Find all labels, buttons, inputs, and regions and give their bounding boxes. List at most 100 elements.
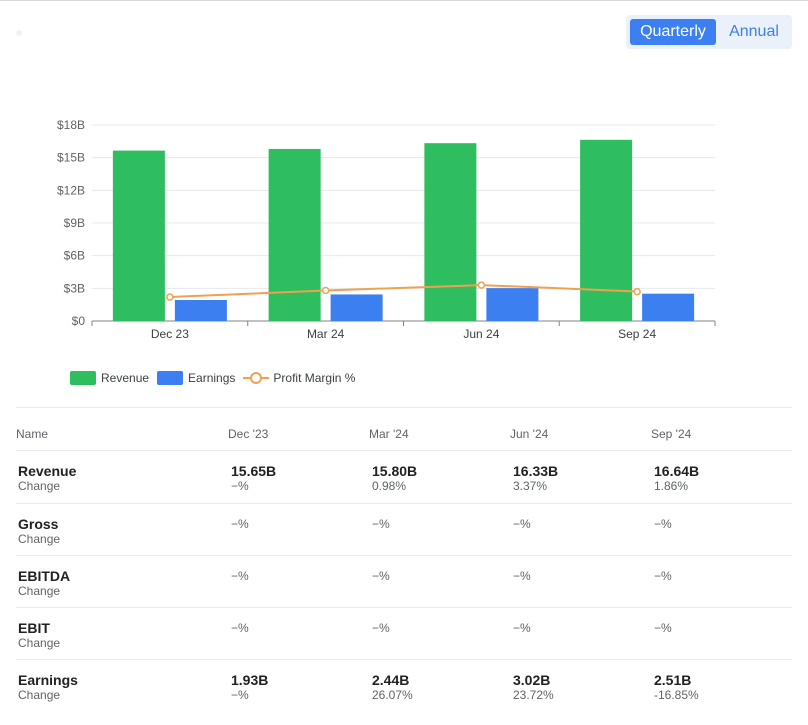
row-change-label: Change xyxy=(18,636,61,650)
row-change-label: Change xyxy=(18,688,61,702)
cell-change: 23.72% xyxy=(513,688,554,702)
table-cell: 16.33B 3.37% xyxy=(513,463,558,493)
table-cell: −% xyxy=(372,568,390,583)
cell-change: −% xyxy=(231,621,249,635)
bar-revenue xyxy=(424,143,477,321)
table-cell: −% xyxy=(231,516,249,531)
legend-earnings[interactable]: Earnings xyxy=(157,371,235,385)
table-cell: −% xyxy=(513,516,531,531)
profit-margin-line xyxy=(169,284,638,299)
x-tick-label: Sep 24 xyxy=(618,327,656,341)
cell-change: −% xyxy=(654,569,672,583)
row-label: EBIT xyxy=(18,620,50,636)
cell-change: −% xyxy=(372,621,390,635)
row-change-label: Change xyxy=(18,584,61,598)
legend-earnings-swatch xyxy=(157,371,184,385)
cell-value: 16.33B xyxy=(513,463,559,479)
table-cell: 1.93B −% xyxy=(231,672,268,702)
table-cell: −% xyxy=(513,620,531,635)
y-tick-label: $12B xyxy=(57,183,85,197)
quarterly-button[interactable]: Quarterly xyxy=(630,19,716,45)
profit-margin-point xyxy=(633,287,641,296)
table-cell: 16.64B 1.86% xyxy=(654,463,699,493)
y-tick-label: $15B xyxy=(57,151,85,165)
row-label: EBITDA xyxy=(18,568,71,584)
table-cell: −% xyxy=(654,568,672,583)
table-top-divider xyxy=(16,407,792,408)
row-label: Revenue xyxy=(18,463,77,479)
cell-change: 3.37% xyxy=(513,479,548,493)
cell-change: −% xyxy=(372,569,390,583)
cell-change: −% xyxy=(513,517,531,531)
header-col-2: Mar '24 xyxy=(369,427,409,441)
legend-revenue-swatch xyxy=(70,371,96,385)
table-cell: 2.51B -16.85% xyxy=(654,672,699,702)
cell-change: 26.07% xyxy=(372,688,413,702)
table-cell: −% xyxy=(231,568,249,583)
cell-change: −% xyxy=(654,621,672,635)
row-label: Earnings xyxy=(18,672,78,688)
bar-revenue xyxy=(112,150,165,321)
cell-change: −% xyxy=(513,621,531,635)
cell-value: 15.65B xyxy=(231,463,277,479)
table-cell: 3.02B 23.72% xyxy=(513,672,554,702)
x-tick-label: Mar 24 xyxy=(307,327,345,341)
table-cell: −% xyxy=(372,620,390,635)
table-cell: 2.44B 26.07% xyxy=(372,672,413,702)
table-cell: −% xyxy=(654,516,672,531)
cell-value: 3.02B xyxy=(513,672,551,688)
cell-change: 1.86% xyxy=(654,479,689,493)
row-label: Gross xyxy=(18,516,59,532)
loading-dot xyxy=(16,30,22,36)
cell-value: 16.64B xyxy=(654,463,700,479)
cell-value: 2.51B xyxy=(654,672,692,688)
top-border xyxy=(0,0,808,1)
cell-change: −% xyxy=(231,569,249,583)
y-tick-label: $0 xyxy=(72,314,86,328)
cell-change: -16.85% xyxy=(654,688,699,702)
y-tick-label: $6B xyxy=(64,249,85,263)
legend-margin-swatch xyxy=(243,372,270,384)
table-cell: 15.65B −% xyxy=(231,463,276,493)
cell-change: −% xyxy=(654,517,672,531)
profit-margin-point xyxy=(321,286,330,295)
legend-margin[interactable]: Profit Margin % xyxy=(243,371,355,385)
cell-change: −% xyxy=(372,517,390,531)
bar-earnings xyxy=(330,294,383,321)
header-col-1: Dec '23 xyxy=(228,427,269,441)
financials-chart: $0 $3B $6B $9B $12B $15B $18B Dec 23 Mar 24 Jun 2… xyxy=(57,118,716,341)
bar-earnings xyxy=(174,299,227,321)
cell-value: 2.44B xyxy=(372,672,410,688)
row-divider xyxy=(16,450,792,451)
legend-revenue[interactable]: Revenue xyxy=(70,371,149,385)
table-cell: −% xyxy=(513,568,531,583)
y-tick-label: $18B xyxy=(57,118,85,132)
bar-earnings xyxy=(642,293,695,321)
row-divider xyxy=(16,503,792,504)
profit-margin-point xyxy=(166,293,174,301)
cell-value: 15.80B xyxy=(372,463,418,479)
x-tick-label: Dec 23 xyxy=(151,327,189,341)
table-row-label: Earnings Change xyxy=(18,672,78,702)
header-name: Name xyxy=(16,427,49,441)
chart-legend: Revenue Earnings Profit Margin % xyxy=(70,369,363,387)
table-row-label: EBIT Change xyxy=(18,620,60,650)
bar-revenue xyxy=(580,139,633,321)
legend-earnings-label: Earnings xyxy=(188,371,236,385)
table-cell: −% xyxy=(372,516,390,531)
y-tick-label: $9B xyxy=(64,216,85,230)
table-row-label: EBITDA Change xyxy=(18,568,70,598)
profit-margin-point xyxy=(477,281,486,289)
row-divider xyxy=(16,555,792,556)
table-cell: −% xyxy=(231,620,249,635)
cell-change: −% xyxy=(231,517,249,531)
legend-revenue-label: Revenue xyxy=(101,371,150,385)
y-tick-label: $3B xyxy=(64,281,85,295)
table-row-label: Revenue Change xyxy=(18,463,76,493)
header-col-3: Jun '24 xyxy=(510,427,549,441)
row-change-label: Change xyxy=(18,479,61,493)
cell-change: −% xyxy=(513,569,531,583)
annual-button[interactable]: Annual xyxy=(729,23,779,40)
period-toggle: Quarterly Annual xyxy=(626,15,792,49)
table-cell: −% xyxy=(654,620,672,635)
